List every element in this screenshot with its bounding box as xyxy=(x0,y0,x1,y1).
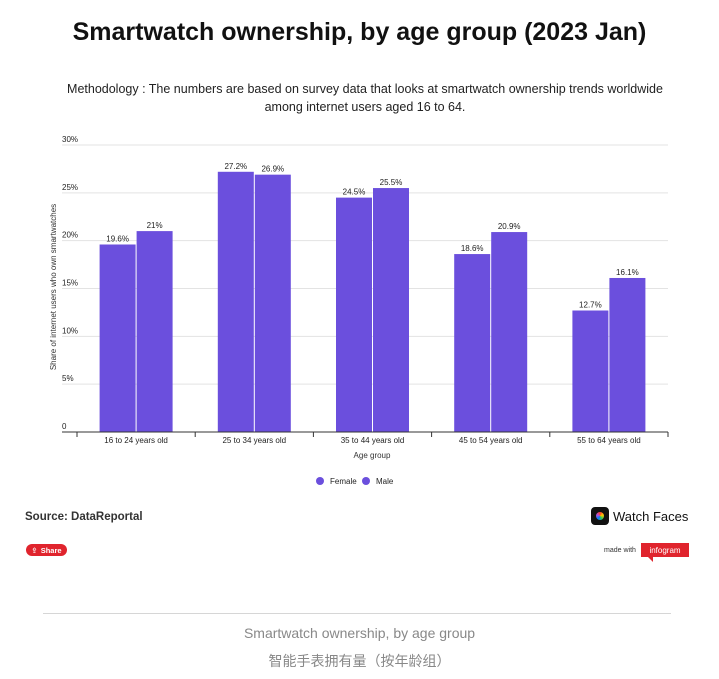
brand-name: Watch Faces xyxy=(613,508,689,524)
x-tick-label: 35 to 44 years old xyxy=(341,436,405,445)
x-axis-title: Age group xyxy=(354,451,391,460)
bar-female[interactable] xyxy=(454,254,491,432)
legend-marker-female[interactable] xyxy=(316,477,324,485)
made-with-text: made with xyxy=(604,547,636,554)
share-button[interactable]: ⇪ Share xyxy=(26,544,67,556)
y-tick-label: 0 xyxy=(62,422,67,431)
bar-value-label: 25.5% xyxy=(380,178,403,187)
chart-title: Smartwatch ownership, by age group (2023… xyxy=(72,18,647,46)
infogram-badge[interactable]: infogram xyxy=(641,543,689,562)
x-tick-label: 16 to 24 years old xyxy=(104,436,168,445)
bar-value-label: 16.1% xyxy=(616,268,639,277)
source-text: Source: DataReportal xyxy=(25,511,143,523)
y-tick-label: 5% xyxy=(62,374,74,383)
bar-male[interactable] xyxy=(609,277,646,432)
bar-value-label: 20.9% xyxy=(498,222,521,231)
brand-logo[interactable]: Watch Faces xyxy=(591,507,688,525)
bar-value-label: 18.6% xyxy=(461,244,484,253)
legend-label-female[interactable]: Female xyxy=(330,477,357,486)
bar-labels: 19.6% 21% 27.2% 26.9% 24.5% 25.5% 18.6% 20.9% 12… xyxy=(106,162,638,310)
y-tick-label: 30% xyxy=(62,135,78,144)
y-tick-label: 10% xyxy=(62,326,78,335)
bar-value-label: 26.9% xyxy=(261,165,284,174)
x-tick-label: 45 to 54 years old xyxy=(459,436,523,445)
bar-female[interactable] xyxy=(217,171,254,432)
bar-male[interactable] xyxy=(491,232,528,432)
watch-faces-icon xyxy=(591,507,609,525)
legend: Female Male xyxy=(316,477,394,486)
bar-male[interactable] xyxy=(254,174,291,432)
bars xyxy=(99,171,646,432)
bar-female[interactable] xyxy=(99,244,136,432)
bar-value-label: 24.5% xyxy=(343,188,366,197)
bar-value-label: 19.6% xyxy=(106,234,129,243)
y-axis-title: Share of internet users who own smartwat… xyxy=(49,204,58,370)
bar-value-label: 12.7% xyxy=(579,301,602,310)
axes: 0 5% 10% 15% 20% 25% 30% 16 to 24 years old 25 t… xyxy=(62,135,669,445)
share-icon: ⇪ xyxy=(31,545,38,555)
chart-subtitle: Methodology : The numbers are based on s… xyxy=(67,82,663,114)
bar-female[interactable] xyxy=(572,310,609,432)
bar-value-label: 21% xyxy=(147,221,163,230)
bar-chart: 19.6% 21% 27.2% 26.9% 24.5% 25.5% 18.6% 20.9% 12… xyxy=(49,135,669,486)
y-tick-label: 20% xyxy=(62,231,78,240)
y-tick-label: 25% xyxy=(62,183,78,192)
x-tick-label: 55 to 64 years old xyxy=(577,436,641,445)
bar-female[interactable] xyxy=(336,197,372,432)
share-label: Share xyxy=(40,545,62,555)
bar-male[interactable] xyxy=(136,231,173,432)
divider xyxy=(43,613,671,614)
x-tick-label: 25 to 34 years old xyxy=(222,436,286,445)
legend-label-male[interactable]: Male xyxy=(376,477,394,486)
bar-value-label: 27.2% xyxy=(224,162,247,171)
legend-marker-male[interactable] xyxy=(362,477,370,485)
caption-chinese: 智能手表拥有量（按年龄组） xyxy=(268,654,451,670)
bar-male[interactable] xyxy=(373,188,409,432)
caption-english: Smartwatch ownership, by age group xyxy=(243,625,476,641)
y-tick-label: 15% xyxy=(62,279,78,288)
